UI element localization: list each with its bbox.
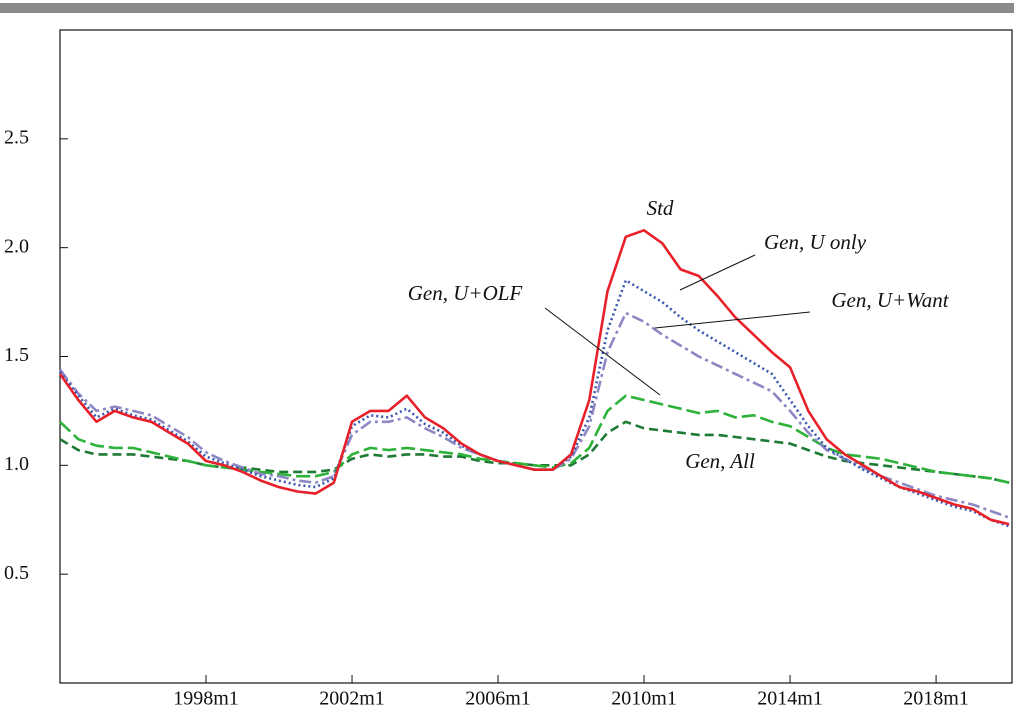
- y-tick-label: 1.0: [4, 453, 29, 475]
- y-tick-label: 0.5: [4, 562, 29, 584]
- series-line: [59, 394, 1010, 484]
- series-label: Gen, U only: [764, 230, 867, 254]
- leader-line: [679, 254, 756, 291]
- plot-frame: [59, 29, 1013, 684]
- x-tick-label: 2010m1: [611, 688, 677, 710]
- x-tick-label: 2002m1: [319, 688, 385, 710]
- top-bar: [0, 3, 1014, 13]
- series-line: [58, 311, 1010, 519]
- y-tick-label: 2.0: [4, 235, 29, 257]
- series-line: [58, 229, 1010, 526]
- x-tick-label: 2018m1: [903, 688, 969, 710]
- series-label: Std: [647, 196, 674, 220]
- series-line: [58, 279, 1010, 528]
- leader-line: [654, 311, 811, 329]
- x-tick-label: 2006m1: [465, 688, 531, 710]
- x-tick-label: 2014m1: [757, 688, 823, 710]
- series-label: Gen, U+OLF: [408, 281, 523, 305]
- y-tick-label: 1.5: [4, 344, 29, 366]
- series-label: Gen, U+Want: [831, 288, 949, 312]
- x-tick-label: 1998m1: [173, 688, 239, 710]
- y-tick-label: 2.5: [4, 126, 29, 148]
- leader-line: [544, 307, 661, 396]
- series-line: [59, 420, 1010, 484]
- series-label: Gen, All: [685, 449, 755, 473]
